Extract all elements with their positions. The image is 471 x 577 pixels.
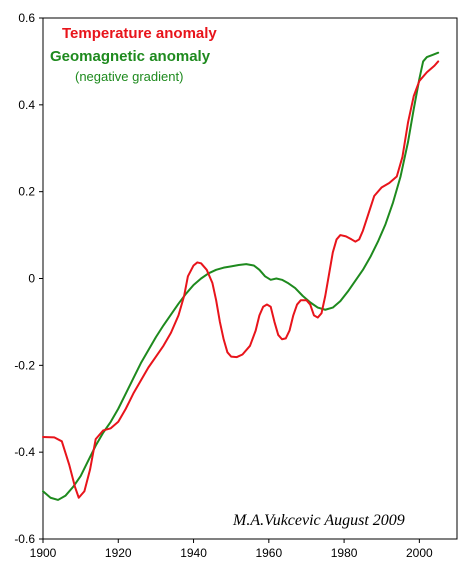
legend-temperature-label: Temperature anomaly (62, 25, 217, 42)
x-tick-label: 2000 (406, 546, 433, 560)
x-tick-label: 1960 (255, 546, 282, 560)
x-tick-label: 1920 (105, 546, 132, 560)
legend-geomagnetic-label: Geomagnetic anomaly (50, 48, 211, 65)
legend-geomagnetic-subtitle: (negative gradient) (75, 69, 183, 84)
y-tick-label: -0.4 (14, 445, 35, 459)
legend: Temperature anomaly Geomagnetic anomaly … (50, 25, 217, 84)
y-tick-label: 0.4 (18, 98, 35, 112)
x-tick-label: 1940 (180, 546, 207, 560)
temperature-anomaly-line (42, 60, 440, 499)
geomagnetic-anomaly-line (42, 51, 440, 501)
y-tick-label: -0.2 (14, 358, 35, 372)
series-layer (42, 51, 440, 501)
x-tick-label: 1980 (331, 546, 358, 560)
credit-text: M.A.Vukcevic August 2009 (232, 512, 405, 529)
y-tick-label: -0.6 (14, 532, 35, 546)
plot-area (43, 18, 457, 539)
y-tick-label: 0.2 (18, 185, 35, 199)
y-tick-label: 0.6 (18, 11, 35, 25)
x-tick-label: 1900 (30, 546, 57, 560)
y-tick-label: 0 (28, 272, 35, 286)
